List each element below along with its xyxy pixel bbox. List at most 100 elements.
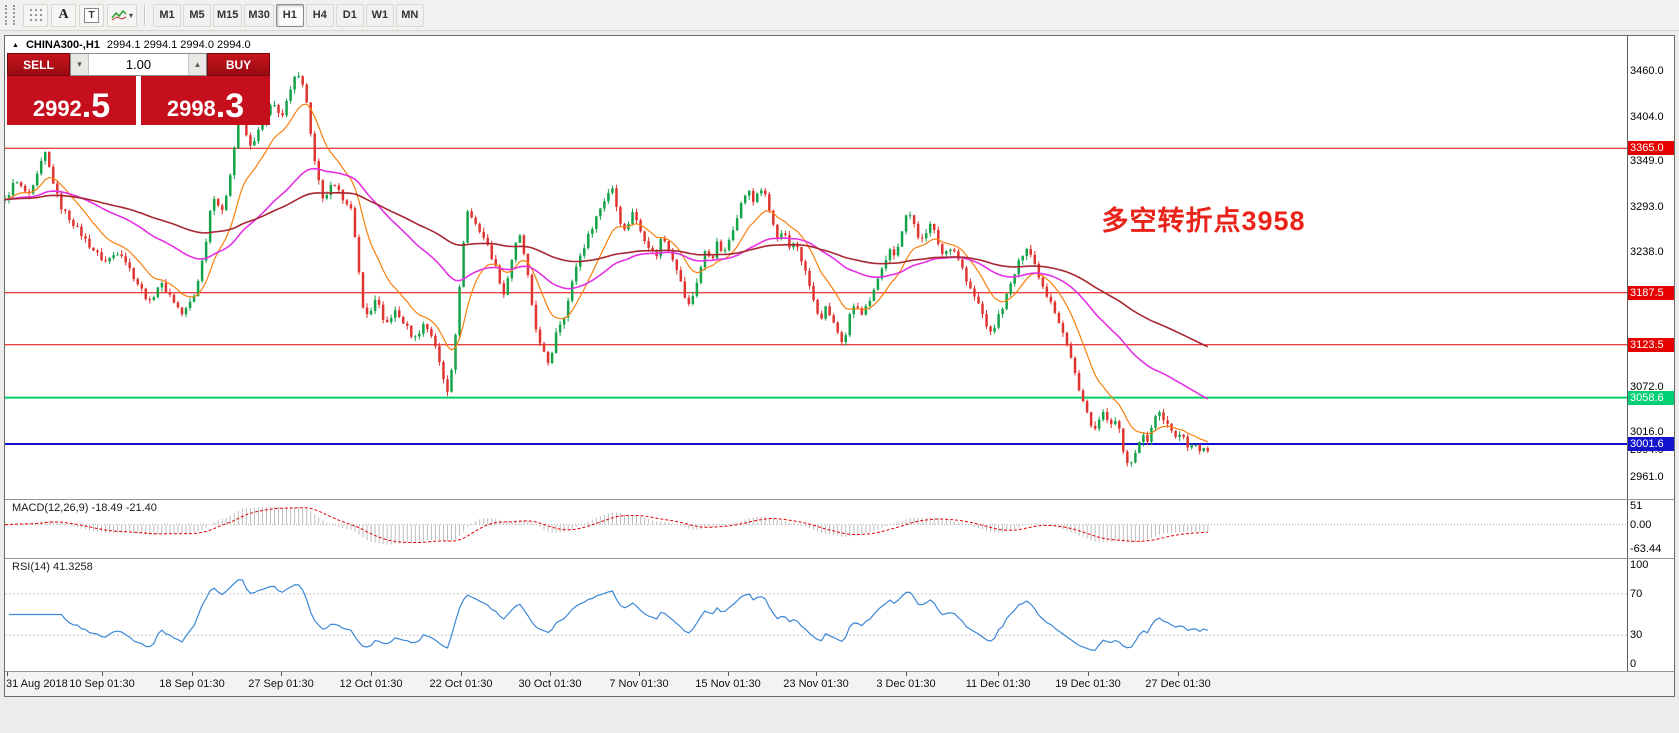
chart-annotation: 多空转折点3958 (1101, 206, 1306, 236)
volume-dropdown-icon[interactable]: ▾ (71, 54, 89, 75)
ohlc-values: 2994.1 2994.1 2994.0 2994.0 (106, 39, 251, 51)
sell-button[interactable]: SELL (7, 53, 70, 76)
time-axis-label: 12 Oct 01:30 (339, 678, 403, 690)
indicators-dropdown-button[interactable]: ▾ (107, 3, 138, 27)
rsi-canvas (5, 579, 1627, 651)
price-level-tag: 3058.6 (1628, 390, 1674, 405)
time-tick (1088, 672, 1089, 676)
macd-label: MACD(12,26,9) -18.49 -21.40 (12, 502, 157, 514)
macd-canvas (5, 506, 1627, 545)
trade-panel-top-row: SELL ▾ 1.00 ▴ BUY (7, 53, 270, 76)
macd-axis-label: -63.44 (1630, 543, 1662, 555)
indicator-zigzag-icon (111, 9, 127, 21)
volume-spinner[interactable]: ▾ 1.00 ▴ (70, 53, 207, 76)
macd-plot[interactable]: MACD(12,26,9) -18.49 -21.40 (5, 500, 1627, 558)
buy-price-frac: .3 (215, 87, 245, 125)
symbol-title: CHINA300-,H1 (25, 39, 100, 51)
time-axis-label: 11 Dec 01:30 (965, 678, 1031, 690)
buy-price[interactable]: 2998 .3 (141, 76, 270, 125)
rsi-plot[interactable]: RSI(14) 41.3258 (5, 559, 1627, 671)
grid-tool-button[interactable] (23, 3, 48, 27)
volume-value[interactable]: 1.00 (125, 57, 152, 72)
rsi-pane: RSI(14) 41.3258 100 70 30 0 (5, 559, 1674, 672)
text-label-icon: A (58, 7, 69, 22)
time-tick (906, 672, 907, 676)
toolbar-grip[interactable] (5, 5, 15, 25)
time-tick (102, 672, 103, 676)
time-tick (371, 672, 372, 676)
price-axis-label: 3349.0 (1630, 155, 1664, 168)
text-box-icon: T (84, 7, 99, 23)
grid-icon (29, 9, 42, 21)
price-axis-label: 3293.0 (1630, 200, 1664, 213)
toolbar-separator (144, 5, 147, 25)
price-level-tag: 3187.5 (1628, 285, 1674, 300)
volume-increase-icon[interactable]: ▴ (188, 54, 206, 75)
time-tick (639, 672, 640, 676)
time-axis-label: 31 Aug 2018 (6, 678, 68, 690)
time-tick (7, 672, 8, 676)
sell-price-frac: .5 (81, 87, 111, 125)
time-axis-label: 3 Dec 01:30 (876, 678, 936, 690)
time-axis-label: 19 Dec 01:30 (1055, 678, 1121, 690)
buy-price-main: 2998 (166, 96, 216, 121)
sell-price[interactable]: 2992 .5 (7, 76, 136, 125)
time-axis-label: 23 Nov 01:30 (783, 678, 849, 690)
trade-panel-price-row: 2992 .5 2998 .3 (7, 76, 270, 125)
price-axis-label: 3016.0 (1630, 426, 1664, 439)
time-axis-label: 15 Nov 01:30 (695, 678, 761, 690)
price-axis[interactable]: 3460.0 3404.0 3349.0 3293.0 3238.0 3072.0 3016… (1627, 36, 1674, 499)
chevron-down-icon: ▾ (129, 10, 134, 20)
price-axis-label: 3238.0 (1630, 245, 1664, 258)
time-axis-label: 22 Oct 01:30 (429, 678, 493, 690)
price-axis-label: 2961.0 (1630, 471, 1664, 484)
sell-price-main: 2992 (32, 96, 82, 121)
price-level-tag: 3001.6 (1628, 436, 1674, 451)
timeframe-button-d1[interactable]: D1 (335, 3, 364, 27)
main-chart-canvas (5, 72, 1627, 467)
price-axis-label: 3072.0 (1630, 380, 1664, 393)
time-tick (1178, 672, 1179, 676)
price-axis-label: 3404.0 (1630, 110, 1664, 123)
toolbar: A T ▾ M1 M5 M15 M30 H1 H4 D1 W1 MN (0, 0, 1679, 31)
macd-axis-label: 0.00 (1630, 518, 1652, 531)
buy-button[interactable]: BUY (207, 53, 270, 76)
time-axis-label: 7 Nov 01:30 (609, 678, 669, 690)
timeframe-button-m1[interactable]: M1 (153, 3, 182, 27)
time-axis-label: 10 Sep 01:30 (69, 678, 135, 690)
time-tick (998, 672, 999, 676)
timeframe-button-m30[interactable]: M30 (244, 3, 274, 27)
main-pane: ▲ CHINA300-,H1 2994.1 2994.1 2994.0 2994… (5, 36, 1674, 500)
symbol-marker-icon: ▲ (12, 41, 19, 49)
time-axis-label: 18 Sep 01:30 (159, 678, 225, 690)
main-plot[interactable]: ▲ CHINA300-,H1 2994.1 2994.1 2994.0 2994… (5, 36, 1627, 499)
rsi-axis: 100 70 30 0 (1627, 559, 1674, 671)
chart-window: ▲ CHINA300-,H1 2994.1 2994.1 2994.0 2994… (4, 35, 1675, 697)
rsi-axis-label: 0 (1630, 658, 1637, 670)
time-tick (550, 672, 551, 676)
timeframe-button-m5[interactable]: M5 (183, 3, 212, 27)
chart-header: ▲ CHINA300-,H1 2994.1 2994.1 2994.0 2994… (12, 39, 251, 51)
time-tick (192, 672, 193, 676)
timeframe-button-h1[interactable]: H1 (275, 3, 304, 27)
text-label-tool-button[interactable]: A (51, 3, 76, 27)
timeframe-button-w1[interactable]: W1 (365, 3, 394, 27)
rsi-axis-label: 70 (1630, 587, 1643, 600)
rsi-axis-label: 30 (1630, 629, 1643, 642)
time-tick (816, 672, 817, 676)
timeframe-button-m15[interactable]: M15 (213, 3, 243, 27)
rsi-label: RSI(14) 41.3258 (12, 561, 93, 573)
timeframe-button-mn[interactable]: MN (395, 3, 424, 27)
time-axis-label: 30 Oct 01:30 (518, 678, 582, 690)
timeframe-button-h4[interactable]: H4 (305, 3, 334, 27)
text-box-tool-button[interactable]: T (79, 3, 104, 27)
time-axis[interactable]: 31 Aug 2018 10 Sep 01:30 18 Sep 01:30 27 Se… (5, 672, 1674, 696)
price-axis-label: 3460.0 (1630, 64, 1664, 77)
time-axis-label: 27 Sep 01:30 (248, 678, 314, 690)
price-level-tag: 3365.0 (1628, 141, 1674, 156)
macd-axis-label: 51 (1630, 500, 1643, 512)
time-tick (461, 672, 462, 676)
price-level-tag: 3123.5 (1628, 337, 1674, 352)
time-tick (281, 672, 282, 676)
